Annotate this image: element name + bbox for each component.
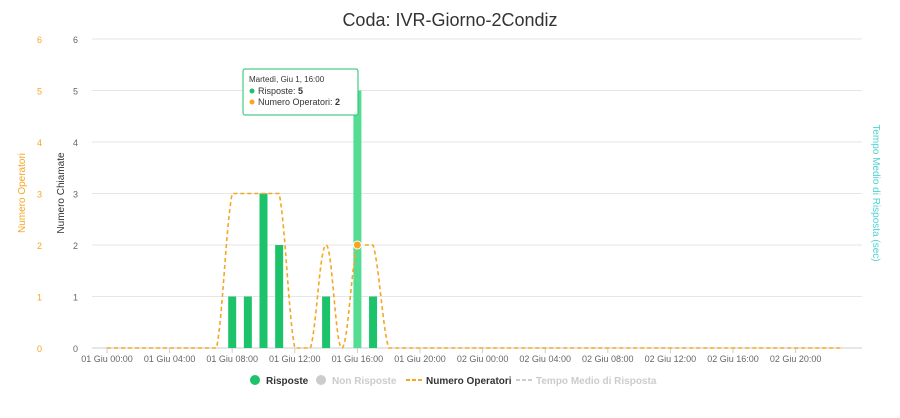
- bar-risposte[interactable]: [243, 296, 252, 349]
- hover-marker: [352, 240, 362, 250]
- y-right-axis-title: Tempo Medio di Risposta (sec): [870, 124, 881, 261]
- y-outer-tick-label: 4: [37, 138, 42, 148]
- y-outer-tick-label: 0: [37, 344, 42, 354]
- y-outer-tick-label: 5: [37, 87, 42, 97]
- legend-label: Non Risposte: [332, 376, 397, 387]
- x-tick-label: 01 Giu 20:00: [394, 354, 446, 364]
- line-numero-operatori[interactable]: [107, 192, 843, 349]
- x-tick-label: 02 Giu 16:00: [707, 354, 759, 364]
- tooltip-row-dot: [249, 99, 255, 105]
- chart-title: Coda: IVR-Giorno-2Condiz: [342, 10, 557, 30]
- tooltip-header: Martedì, Giu 1, 16:00: [249, 75, 325, 84]
- legend-label: Tempo Medio di Risposta: [536, 376, 657, 387]
- y-left-inner-axis-title: Numero Chiamate: [56, 152, 67, 234]
- legend-label: Numero Operatori: [426, 376, 512, 387]
- tooltip-row-value: 5: [298, 86, 303, 96]
- bar-risposte[interactable]: [228, 296, 237, 349]
- legend: Risposte Non Risposte Numero Operatori Temp…: [250, 375, 657, 387]
- x-tick-label: 02 Giu 00:00: [457, 354, 509, 364]
- y-inner-tick-label: 4: [73, 138, 78, 148]
- legend-item-risposte[interactable]: Risposte: [250, 375, 309, 387]
- y-inner-tick-label: 0: [73, 344, 78, 354]
- legend-item-numero-operatori[interactable]: Numero Operatori: [406, 376, 512, 387]
- bar-risposte[interactable]: [369, 296, 378, 349]
- tooltip-row-dot: [249, 88, 255, 94]
- legend-item-tempo-medio-di-risposta[interactable]: Tempo Medio di Risposta: [516, 376, 657, 387]
- tooltip-row-text: Numero Operatori: 2: [258, 97, 340, 107]
- y-outer-tick-label: 6: [37, 35, 42, 45]
- y-left-outer-axis-title: Numero Operatori: [17, 153, 28, 233]
- legend-marker-dot: [316, 375, 326, 385]
- bar-risposte[interactable]: [322, 296, 331, 349]
- tooltip-row-label: Risposte: [258, 86, 293, 96]
- x-tick-label: 02 Giu 20:00: [770, 354, 822, 364]
- x-tick-label: 02 Giu 08:00: [582, 354, 634, 364]
- y-outer-tick-label: 3: [37, 190, 42, 200]
- x-tick-label: 01 Giu 00:00: [81, 354, 133, 364]
- x-tick-label: 02 Giu 12:00: [645, 354, 697, 364]
- y-inner-tick-label: 1: [73, 293, 78, 303]
- x-tick-label: 01 Giu 12:00: [269, 354, 321, 364]
- tooltip-box: [242, 68, 359, 116]
- y-inner-tick-label: 5: [73, 87, 78, 97]
- bar-risposte[interactable]: [275, 245, 284, 348]
- y-inner-tick-label: 6: [73, 35, 78, 45]
- tooltip-row-label: Numero Operatori: [258, 97, 330, 107]
- tooltip-row-value: 2: [335, 97, 340, 107]
- y-inner-tick-label: 2: [73, 241, 78, 251]
- x-tick-label: 01 Giu 16:00: [332, 354, 384, 364]
- x-tick-label: 02 Giu 04:00: [519, 354, 571, 364]
- legend-marker-dot: [250, 375, 260, 385]
- bar-risposte[interactable]: [259, 193, 268, 349]
- x-tick-label: 01 Giu 08:00: [206, 354, 258, 364]
- y-inner-tick-label: 3: [73, 190, 78, 200]
- y-outer-tick-label: 1: [37, 293, 42, 303]
- grid-lines: [92, 38, 862, 349]
- y-outer-tick-label: 2: [37, 241, 42, 251]
- legend-label: Risposte: [266, 376, 309, 387]
- bar-risposte[interactable]: [353, 90, 362, 349]
- tooltip-row-text: Risposte: 5: [258, 86, 303, 96]
- legend-item-non-risposte[interactable]: Non Risposte: [316, 375, 397, 387]
- x-tick-label: 01 Giu 04:00: [144, 354, 196, 364]
